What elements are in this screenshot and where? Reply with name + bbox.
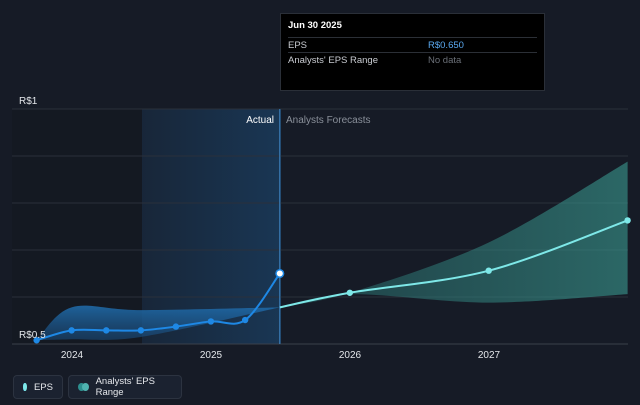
- y-top-label: R$1: [19, 96, 38, 107]
- tooltip-row-range: Analysts' EPS Range No data: [288, 52, 537, 67]
- tooltip-key: EPS: [288, 40, 308, 51]
- legend-dot-icon: [78, 383, 85, 391]
- eps-point[interactable]: [103, 327, 110, 334]
- eps-point[interactable]: [207, 318, 215, 325]
- x-tick-labels: 2024 2025 2026 2027: [61, 350, 501, 361]
- legend-dot-icon: [23, 383, 27, 391]
- eps-point[interactable]: [137, 327, 145, 334]
- tooltip: Jun 30 2025 EPS R$0.650 Analysts' EPS Ra…: [280, 13, 545, 91]
- tooltip-row-eps: EPS R$0.650: [288, 37, 537, 52]
- eps-forecast-line: [279, 219, 628, 309]
- legend-label: EPS: [33, 381, 53, 393]
- eps-point[interactable]: [241, 316, 249, 324]
- tooltip-value: R$0.650: [428, 40, 464, 51]
- series-points: [33, 217, 631, 344]
- eps-point[interactable]: [33, 337, 40, 344]
- eps-forecast-point[interactable]: [346, 289, 354, 296]
- legend-label: Analysts' EPS Range: [95, 376, 155, 398]
- tooltip-date: Jun 30 2025: [288, 20, 342, 31]
- x-tick-label: 2024: [61, 350, 84, 361]
- eps-point[interactable]: [172, 323, 180, 330]
- tooltip-value: No data: [428, 55, 462, 66]
- actual-region-dark: [12, 109, 142, 344]
- region-label-actual: Actual: [246, 115, 274, 126]
- legend-item-eps[interactable]: EPS: [13, 375, 63, 399]
- eps-point[interactable]: [68, 327, 75, 334]
- tooltip-key: Analysts' EPS Range: [288, 55, 378, 66]
- eps-range-band-actual: [36, 305, 280, 341]
- eps-forecast-point[interactable]: [624, 217, 631, 224]
- eps-forecast-point[interactable]: [485, 267, 492, 274]
- y-bottom-label: R$0.5: [19, 330, 46, 341]
- eps-point[interactable]: [275, 268, 285, 279]
- region-label-forecast: Analysts Forecasts: [286, 115, 370, 126]
- range-bands: [36, 161, 628, 341]
- eps-range-band-forecast: [279, 161, 628, 308]
- legend-item-range[interactable]: Analysts' EPS Range: [68, 375, 182, 399]
- x-tick-label: 2026: [339, 350, 362, 361]
- x-tick-label: 2025: [200, 350, 223, 361]
- x-tick-label: 2027: [478, 350, 501, 361]
- legend-dot-icon: [81, 383, 89, 391]
